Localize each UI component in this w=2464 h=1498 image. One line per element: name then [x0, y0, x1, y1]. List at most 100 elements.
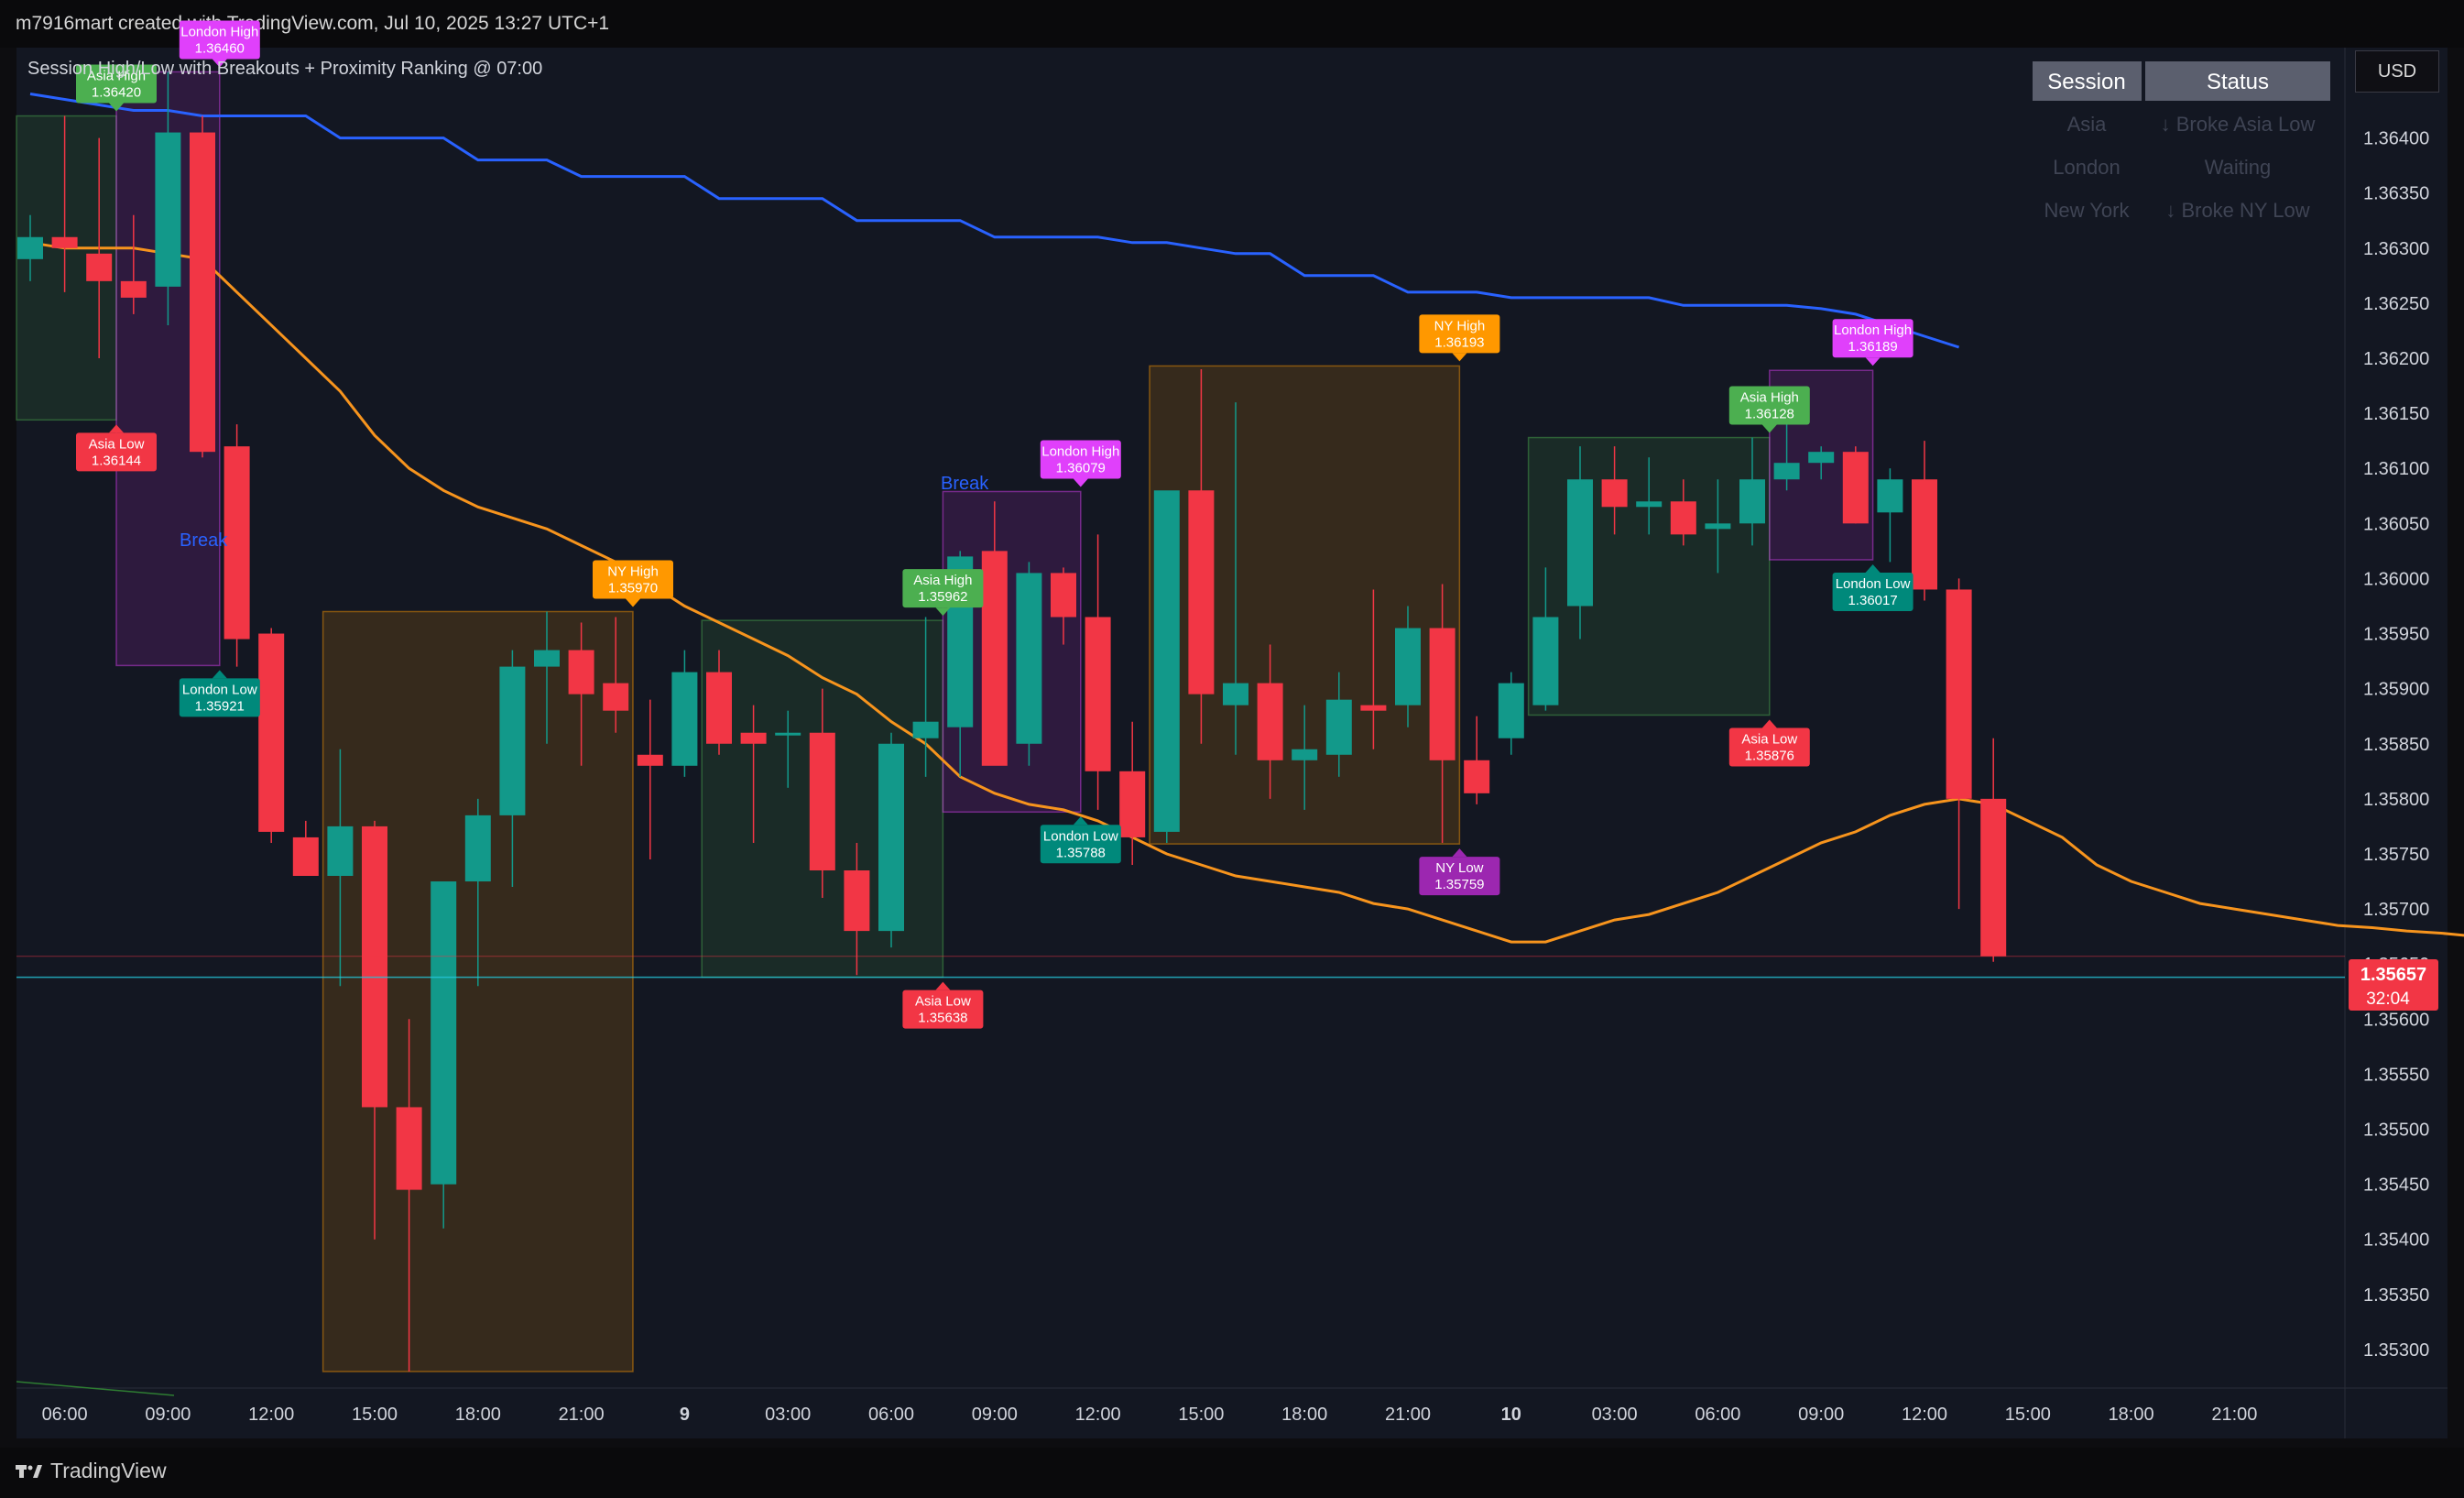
- candle: [499, 650, 526, 888]
- level-label-pointer: [109, 103, 124, 112]
- candle: [534, 611, 560, 744]
- candle-body: [431, 881, 457, 1185]
- candle: [637, 699, 663, 859]
- level-label-box: [902, 990, 984, 1029]
- candle-body: [844, 869, 870, 932]
- candle: [568, 622, 594, 766]
- candle: [86, 137, 113, 359]
- last-price-value: 1.35657: [2360, 965, 2426, 985]
- level-label-box: [179, 678, 260, 717]
- candle: [1670, 479, 1696, 546]
- candle-body: [1670, 501, 1696, 535]
- candle: [464, 798, 491, 987]
- table-session-cell: Asia: [2067, 113, 2108, 136]
- candle: [1325, 672, 1352, 777]
- x-axis-tick-label: 03:00: [765, 1405, 811, 1425]
- candle: [1360, 589, 1387, 749]
- y-axis-tick-label: 1.35500: [2363, 1120, 2429, 1140]
- candle: [17, 214, 43, 281]
- level-label-value: 1.35788: [1056, 845, 1106, 860]
- y-axis-tick-label: 1.35550: [2363, 1065, 2429, 1085]
- candle-body: [1498, 683, 1524, 738]
- level-label-value: 1.36017: [1848, 593, 1897, 608]
- candle: [1119, 721, 1146, 865]
- y-axis-tick-label: 1.36100: [2363, 459, 2429, 479]
- y-axis-tick-label: 1.35800: [2363, 790, 2429, 810]
- candle: [51, 115, 78, 292]
- candle-body: [1912, 479, 1937, 590]
- candle-body: [1980, 798, 2007, 957]
- level-label-pointer: [1073, 816, 1088, 826]
- candle: [1636, 457, 1663, 535]
- x-axis-tick-label: 15:00: [2005, 1405, 2051, 1425]
- candle: [1739, 437, 1765, 546]
- level-label-title: Asia Low: [915, 994, 971, 1010]
- time-axis-area: [16, 1388, 2345, 1438]
- candle: [258, 628, 285, 843]
- x-axis-tick-label: 21:00: [2211, 1405, 2257, 1425]
- candle: [431, 881, 457, 1229]
- level-label-box: [1040, 825, 1121, 864]
- candle-body: [1739, 479, 1765, 524]
- level-label-pointer: [1865, 563, 1881, 573]
- candle: [1051, 567, 1076, 645]
- level-label-title: NY High: [607, 563, 659, 579]
- candle: [1223, 402, 1248, 755]
- candle-body: [362, 826, 387, 1108]
- candle: [1567, 446, 1593, 640]
- candle: [190, 115, 215, 458]
- level-label-pointer: [1452, 848, 1467, 858]
- x-axis-tick-label: 18:00: [455, 1405, 501, 1425]
- table-header-status-cell: [2145, 61, 2330, 101]
- candle-body: [637, 754, 663, 766]
- level-label-box: [1832, 572, 1913, 611]
- candle: [120, 214, 147, 314]
- candle-body: [224, 446, 250, 640]
- candle-body: [17, 236, 43, 259]
- candle-body: [1636, 501, 1663, 508]
- candle-body: [1051, 573, 1076, 618]
- level-label-title: NY Low: [1435, 860, 1483, 876]
- y-axis-tick-label: 1.35700: [2363, 900, 2429, 920]
- currency-button[interactable]: USD: [2355, 50, 2439, 93]
- level-label-pointer: [1452, 353, 1467, 362]
- candle: [1395, 606, 1421, 727]
- orange-moving-average-line: [29, 241, 2464, 944]
- y-axis-tick-label: 1.35850: [2363, 735, 2429, 755]
- header-bar: [0, 0, 2464, 48]
- candle-body: [1223, 683, 1248, 705]
- candle-body: [155, 132, 181, 287]
- level-label-value: 1.36420: [92, 85, 141, 101]
- candle: [1946, 578, 1972, 910]
- candle: [1980, 738, 2007, 962]
- x-axis-tick-label: 03:00: [1592, 1405, 1638, 1425]
- candle: [1498, 672, 1524, 755]
- candle-body: [1601, 479, 1628, 508]
- tradingview-logo[interactable]: TradingView: [16, 1459, 167, 1483]
- candle: [844, 842, 870, 976]
- level-label-title: Asia Low: [1741, 731, 1797, 747]
- candle: [912, 617, 939, 777]
- candle-body: [809, 732, 835, 870]
- candle: [292, 820, 319, 877]
- level-label-pointer: [935, 607, 951, 617]
- candle-body: [1395, 628, 1421, 705]
- x-axis-tick-label: 09:00: [145, 1405, 191, 1425]
- candle: [981, 501, 1008, 766]
- level-label-title: Asia Low: [89, 436, 145, 452]
- candle: [1257, 644, 1283, 799]
- table-status-cell: ↓ Broke Asia Low: [2161, 113, 2316, 136]
- x-axis-tick-label: 18:00: [2109, 1405, 2154, 1425]
- level-label-title: London High: [1834, 323, 1912, 338]
- candle: [775, 710, 801, 788]
- level-label-title: Asia High: [87, 69, 146, 84]
- level-label-title: London Low: [182, 682, 257, 697]
